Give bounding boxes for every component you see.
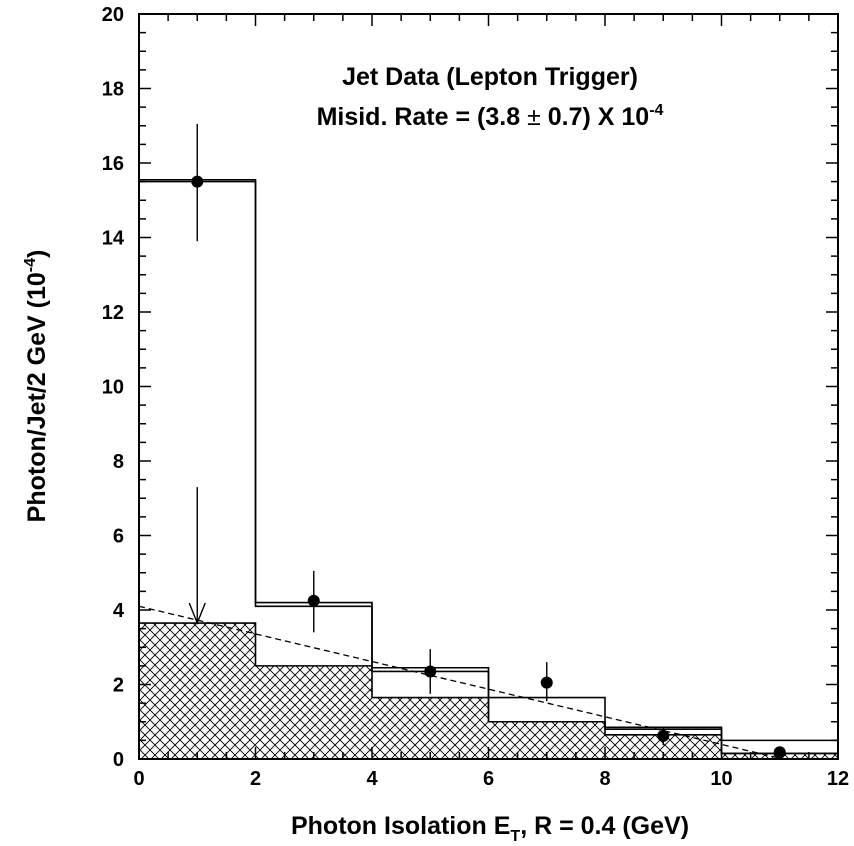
data-point (191, 175, 204, 188)
annotation-line2: Misid. Rate = (3.8 ± 0.7) X 10-4 (317, 102, 664, 131)
y-tick-label: 4 (113, 600, 125, 622)
y-tick-label: 6 (113, 526, 124, 548)
data-point (307, 594, 320, 607)
x-tick-label: 6 (483, 768, 494, 790)
data-points (191, 123, 786, 759)
y-tick-label: 10 (102, 377, 124, 399)
hatched-bin (372, 697, 489, 759)
x-tick-label: 8 (599, 768, 610, 790)
y-tick-label: 18 (102, 79, 124, 101)
data-point (657, 729, 670, 742)
x-tick-label: 4 (366, 768, 378, 790)
y-tick-label: 12 (102, 302, 124, 324)
x-tick-label: 2 (250, 768, 261, 790)
y-tick-label: 8 (113, 451, 124, 473)
arrow-head (188, 602, 206, 625)
x-tick-label: 10 (710, 768, 732, 790)
x-axis-title: Photon Isolation ET, R = 0.4 (GeV) (291, 812, 689, 845)
data-point (424, 665, 437, 678)
y-tick-label: 14 (102, 228, 125, 250)
x-tick-label: 12 (827, 768, 849, 790)
annotation-line1: Jet Data (Lepton Trigger) (342, 63, 638, 91)
x-tick-labels: 0 2 4 6 8 10 12 (133, 768, 849, 790)
y-axis-title: Photon/Jet/2 GeV (10-4) (22, 250, 51, 523)
x-tick-label: 0 (133, 768, 144, 790)
y-tick-label: 20 (102, 4, 124, 26)
upper-limit-arrow (188, 487, 206, 625)
hatched-bin (255, 665, 372, 759)
y-tick-label: 16 (102, 153, 124, 175)
y-tick-label: 0 (113, 749, 124, 771)
hatched-bin (139, 623, 256, 759)
axis-ticks (138, 13, 839, 760)
y-tick-labels: 0 2 4 6 8 10 12 14 16 18 20 (102, 4, 125, 771)
y-tick-label: 2 (113, 675, 124, 697)
data-point (540, 676, 553, 689)
